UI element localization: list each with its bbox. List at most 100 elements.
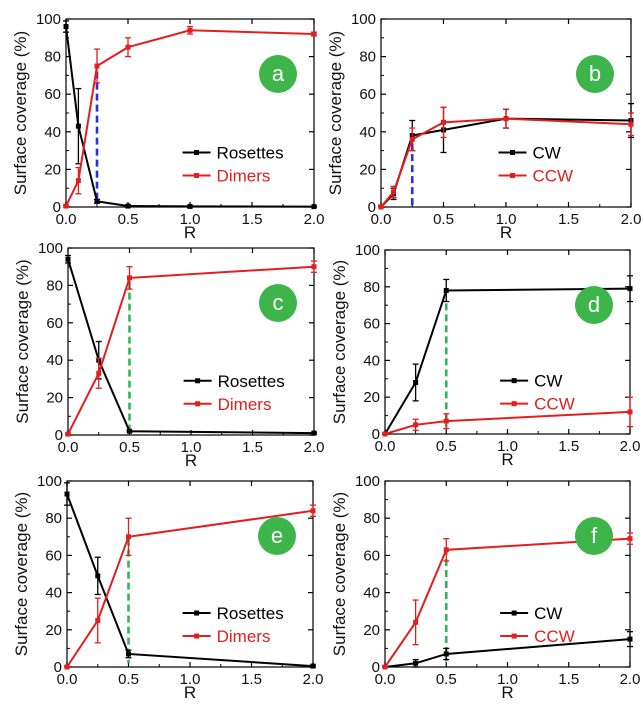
panel-c-xlabel: R [185, 451, 197, 470]
panel-a-ytick-label: 20 [44, 161, 61, 178]
panel-e-legend-label: Dimers [217, 627, 271, 646]
panel-e-legend-marker [194, 633, 200, 639]
panel-d-ytick-label: 80 [363, 279, 380, 296]
panel-e-series-line [66, 493, 314, 668]
panel-b-badge [576, 55, 614, 93]
panel-d: 0 20 40 60 80 100 0.0 0.5 1.0 1.5 2.0 R Surface cove… [330, 242, 640, 469]
panel-e-series-1 [64, 504, 316, 670]
panel-e-point [310, 508, 316, 514]
panel-e-frame [66, 480, 314, 668]
panel-f-series-1 [382, 532, 633, 670]
panel-c-legend-label: Rosettes [218, 372, 285, 391]
panel-d-point [443, 418, 449, 424]
panel-e-point [310, 663, 316, 669]
panel-e-badge-label: e [271, 523, 283, 548]
panel-e-badge [258, 517, 296, 555]
panel-a-xtick-label: 1.5 [242, 211, 263, 228]
panel-c-badge-label: c [273, 290, 284, 315]
panel-d-xtick-label: 2.0 [620, 438, 641, 455]
panel-a-series-0 [63, 20, 317, 210]
panel-e-xtick-label: 0.0 [57, 671, 78, 688]
panel-e-ytick-label: 60 [45, 547, 62, 564]
panel-c-legend-marker [195, 401, 201, 407]
panel-a-series-line [65, 29, 315, 207]
panel-f-badge-label: f [591, 523, 598, 548]
panel-f-ytick-label: 0 [372, 659, 380, 676]
panel-a-legend-marker [194, 172, 200, 178]
panel-d-badge [575, 286, 613, 324]
panel-b-xtick-label: 0.5 [433, 211, 454, 228]
panel-d-ytick-label: 40 [363, 352, 380, 369]
panel-c-legend-marker [195, 378, 201, 384]
panel-f-point [627, 536, 633, 542]
panel-e-xtick-label: 1.0 [180, 671, 201, 688]
panel-e-ytick-label: 80 [45, 510, 62, 527]
panel-b-series-line [380, 117, 632, 208]
panel-c-ytick-label: 100 [38, 240, 63, 257]
panel-a-badge-label: a [272, 61, 285, 86]
panel-f-badge [575, 517, 613, 555]
panel-a-ytick-label: 40 [44, 124, 61, 141]
panel-e-point [126, 651, 131, 657]
panel-e-point [95, 618, 101, 623]
panel-d-point [627, 286, 633, 292]
panel-b-ytick-label: 20 [359, 161, 376, 178]
panel-b-legend-label: CCW [533, 166, 574, 185]
panel-b-ytick-label: 60 [359, 86, 376, 103]
panel-e-point [64, 491, 70, 497]
panel-d-legend-marker [511, 378, 517, 384]
panel-f-xtick-label: 1.5 [558, 671, 579, 688]
panel-a-point [125, 44, 131, 50]
panel-b-ylabel: Surface coverage (%) [326, 31, 345, 195]
panel-f-point [443, 651, 449, 657]
panel-d-point [413, 422, 419, 428]
panel-f-ytick-label: 60 [363, 547, 380, 564]
panel-a-point [75, 178, 81, 184]
panel-a-point [94, 198, 100, 204]
panel-f-point [413, 619, 419, 625]
panel-d-legend-label: CW [534, 372, 562, 391]
panel-f: 0 20 40 60 80 100 0.0 0.5 1.0 1.5 2.0 R Surface cove… [330, 473, 640, 702]
panel-a-legend-label: Rosettes [217, 143, 284, 162]
panel-d-legend-marker [511, 401, 517, 407]
panel-b-point [503, 116, 509, 122]
panel-e-point [126, 534, 131, 540]
panel-e-legend-label: Rosettes [217, 604, 284, 623]
panel-f-point [443, 547, 449, 553]
panel-f-series-line [384, 537, 631, 668]
panel-e-series-0 [64, 482, 316, 669]
panel-f-xtick-label: 0.5 [436, 671, 457, 688]
panel-b-ytick-label: 0 [368, 199, 376, 216]
panel-b-point [628, 121, 634, 127]
panel-e-xtick-label: 0.5 [118, 671, 139, 688]
panel-a-ytick-label: 100 [36, 11, 61, 28]
panel-c-frame [67, 247, 315, 436]
panel-e-point [95, 573, 101, 579]
panel-a-point [187, 203, 193, 209]
panel-a-xtick-label: 2.0 [304, 211, 325, 228]
panel-c-point [127, 275, 132, 281]
panel-f-legend-marker [511, 633, 517, 639]
panel-c-series-line [67, 258, 315, 435]
panel-a-ytick-label: 0 [53, 199, 61, 216]
panel-a-point [311, 31, 317, 37]
panel-b-xtick-label: 1.5 [558, 211, 579, 228]
panel-d-xtick-label: 1.0 [497, 438, 518, 455]
panel-c-badge [259, 284, 297, 322]
panel-c-ylabel: Surface coverage (%) [13, 259, 32, 423]
panel-a-frame [65, 18, 315, 208]
panel-e-xtick-label: 1.5 [241, 671, 262, 688]
panel-f-xtick-label: 2.0 [620, 671, 641, 688]
panel-a-xtick-label: 0.0 [56, 211, 77, 228]
panel-a-xtick-label: 1.0 [180, 211, 201, 228]
panel-b-series-line [380, 117, 632, 208]
panel-f-legend-marker [511, 610, 517, 616]
panel-b-point [409, 136, 415, 142]
panel-a-point [311, 204, 317, 210]
panel-a-series-line [65, 26, 315, 208]
panel-b-xtick-label: 2.0 [621, 211, 642, 228]
panel-a-series-1 [63, 25, 317, 209]
panel-b-point [378, 204, 384, 210]
panel-d-frame [384, 249, 631, 435]
